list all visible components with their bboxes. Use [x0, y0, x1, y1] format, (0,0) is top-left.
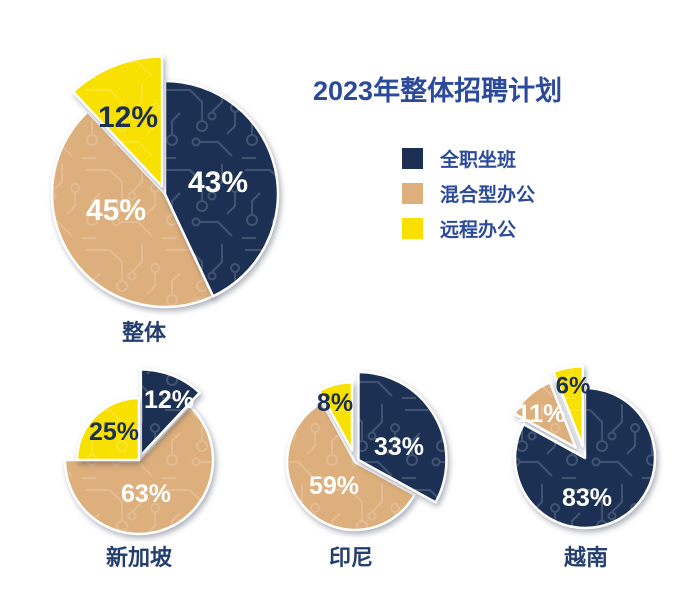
pie-0-value-quanzhi: 43%	[188, 166, 248, 199]
pie-0-value-yuancheng: 12%	[98, 101, 158, 134]
pie-2-value-yuancheng: 8%	[317, 389, 353, 417]
circuit-texture	[553, 366, 583, 447]
pie-3-value-hunhe: 11%	[517, 400, 566, 428]
pie-3-value-yuancheng: 6%	[556, 373, 591, 400]
circuit-texture	[319, 382, 353, 451]
legend: 全职坐班 混合型办公 远程办公	[402, 148, 536, 241]
legend-item-remote: 远程办公	[402, 218, 535, 241]
circuit-texture	[65, 406, 213, 535]
legend-swatch-navy	[402, 148, 423, 169]
pie-title-singapore: 新加坡	[105, 545, 173, 570]
legend-label: 远程办公	[440, 220, 517, 241]
circuit-texture	[514, 382, 576, 448]
pie-2-value-quanzhi: 33%	[374, 433, 424, 461]
circuit-texture	[358, 371, 447, 503]
circuit-texture	[52, 111, 214, 307]
pie-layer: 43% 45% 12% 12% 63% 25% 33% 59% 8% 83% 11%6%	[50, 55, 657, 536]
pie-title-indonesia: 印尼	[328, 545, 374, 570]
legend-item-fulltime: 全职坐班	[402, 148, 535, 171]
circuit-texture	[77, 398, 139, 460]
pie-1-value-hunhe: 63%	[121, 480, 171, 508]
legend-swatch-yellow	[402, 218, 423, 239]
legend-swatch-tan	[402, 183, 423, 204]
circuit-texture	[287, 402, 415, 530]
legend-item-hybrid: 混合型办公	[402, 183, 536, 206]
pie-title-overall: 整体	[121, 320, 167, 345]
pie-0-value-hunhe: 45%	[86, 194, 146, 227]
circuit-texture	[165, 81, 278, 297]
pie-1-value-quanzhi: 12%	[144, 386, 194, 414]
pie-title-vietnam: 越南	[563, 545, 609, 570]
pie-1-value-yuancheng: 25%	[89, 418, 139, 446]
chart-title: 2023年整体招聘计划	[313, 76, 563, 106]
circuit-texture	[515, 388, 655, 529]
pie-2-value-hunhe: 59%	[309, 472, 359, 500]
legend-label: 混合型办公	[440, 185, 536, 206]
circuit-texture	[140, 369, 200, 456]
pie-3-value-quanzhi: 83%	[562, 484, 612, 512]
legend-label: 全职坐班	[440, 150, 517, 171]
circuit-texture	[73, 56, 163, 187]
